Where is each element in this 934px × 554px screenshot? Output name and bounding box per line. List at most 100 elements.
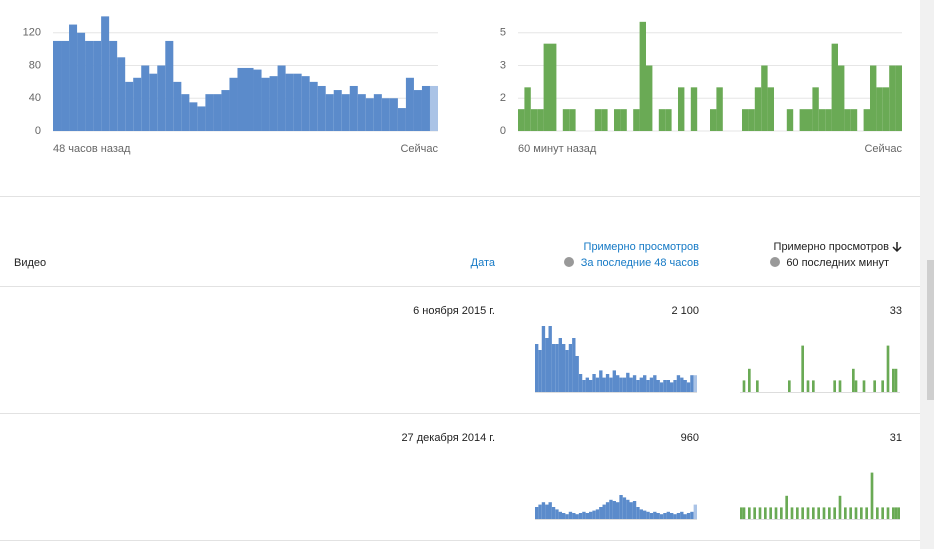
bar: [659, 514, 664, 519]
bar: [892, 507, 895, 519]
bar: [421, 85, 430, 131]
bar: [237, 67, 246, 131]
bar: [373, 94, 382, 131]
bar: [518, 109, 525, 131]
bar: [293, 73, 302, 131]
bar: [844, 507, 847, 519]
bar: [205, 94, 214, 131]
help-icon[interactable]: [770, 257, 780, 267]
bar: [742, 109, 749, 131]
bar: [229, 77, 238, 131]
bar: [582, 380, 586, 392]
row-views48: 960: [681, 432, 699, 444]
bar: [658, 109, 666, 131]
bar: [301, 76, 310, 131]
bar: [619, 377, 623, 392]
bar: [53, 40, 62, 131]
bar: [633, 109, 640, 131]
bar: [545, 504, 549, 519]
bar: [589, 511, 593, 519]
bar: [838, 380, 842, 392]
bar: [626, 499, 630, 519]
bar: [812, 507, 815, 519]
bar: [568, 344, 573, 392]
bar: [317, 85, 326, 131]
bar: [575, 514, 579, 519]
help-icon[interactable]: [564, 257, 574, 267]
bar: [849, 507, 852, 519]
y-tick-label: 0: [500, 125, 506, 137]
bar: [686, 513, 691, 519]
bar: [595, 377, 600, 392]
bar: [870, 65, 877, 131]
bar: [572, 338, 576, 392]
bar: [892, 368, 895, 392]
bar: [592, 374, 596, 392]
bar: [125, 81, 134, 131]
bar: [381, 98, 390, 131]
bar: [117, 57, 126, 131]
bar: [767, 87, 774, 131]
bar: [595, 509, 600, 519]
bar: [806, 109, 813, 131]
bar: [801, 345, 804, 392]
bar: [535, 344, 539, 392]
bar: [629, 502, 633, 519]
bar: [429, 85, 438, 131]
header-views48-sub[interactable]: За последние 48 часов: [581, 257, 699, 269]
bar: [285, 73, 294, 131]
bar: [277, 65, 286, 131]
header-views48[interactable]: Примерно просмотров: [584, 241, 700, 253]
bar: [599, 507, 603, 519]
bar: [653, 511, 657, 519]
bar: [676, 375, 681, 392]
bar: [636, 380, 640, 392]
bar: [838, 65, 845, 131]
bar: [389, 98, 398, 131]
header-views60-sub: 60 последних минут: [786, 257, 889, 269]
bar: [742, 507, 746, 519]
row-date: 27 декабря 2014 г.: [401, 432, 495, 444]
bar: [653, 375, 657, 392]
bar: [774, 507, 778, 519]
bar: [555, 344, 559, 392]
bar: [860, 507, 863, 519]
bar: [365, 98, 374, 131]
bar: [612, 370, 616, 392]
bar: [754, 87, 762, 131]
bar: [673, 380, 677, 392]
row-views60: 31: [890, 432, 902, 444]
header-views60[interactable]: Примерно просмотров: [774, 241, 890, 253]
bar: [886, 345, 890, 392]
bar: [646, 65, 653, 131]
bar: [572, 513, 576, 519]
bar: [626, 372, 630, 392]
bar: [882, 87, 890, 131]
bar: [676, 513, 681, 519]
bar: [636, 507, 640, 519]
y-tick-label: 2: [500, 92, 506, 104]
bar: [683, 380, 687, 392]
bar: [612, 501, 616, 519]
bar: [716, 87, 723, 131]
bar: [69, 24, 78, 131]
header-date[interactable]: Дата: [471, 257, 496, 269]
bar: [341, 94, 350, 131]
bar: [261, 77, 270, 131]
bar: [357, 94, 366, 131]
y-tick-label: 0: [35, 125, 41, 137]
bar: [646, 380, 650, 392]
bar: [854, 507, 858, 519]
bar: [548, 326, 552, 392]
bar: [565, 514, 569, 519]
scroll-thumb[interactable]: [927, 260, 934, 400]
bar: [585, 377, 589, 392]
bar: [870, 472, 874, 519]
bar: [149, 73, 158, 131]
bar: [649, 377, 654, 392]
bar: [643, 375, 647, 392]
bar: [269, 76, 278, 131]
bar: [639, 377, 643, 392]
bar: [656, 380, 660, 392]
